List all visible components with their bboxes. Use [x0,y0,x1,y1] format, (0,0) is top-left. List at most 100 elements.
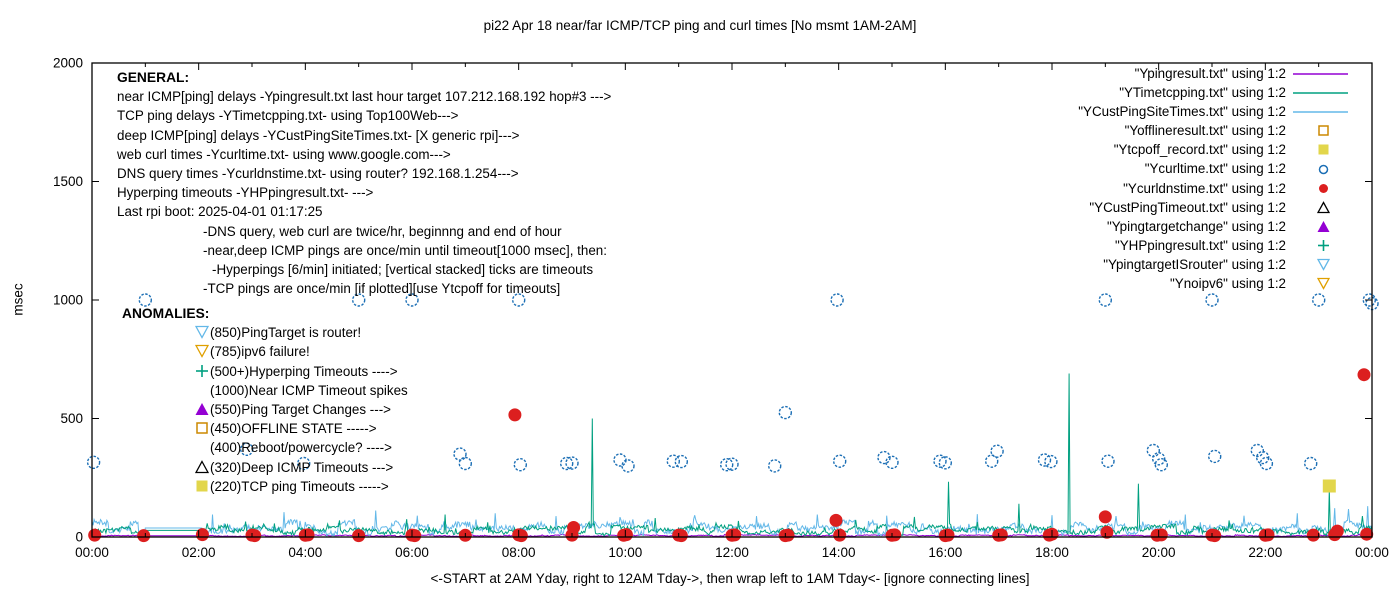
anomaly-row: (1000)Near ICMP Timeout spikes [195,381,408,400]
legend-row: "Ypingtargetchange" using 1:2 [1078,217,1354,236]
point-Ycurltime.txt [86,455,101,469]
legend-sample [1292,258,1354,271]
legend-label: "Ypingresult.txt" using 1:2 [1134,66,1286,81]
y-tick-label: 0 [75,530,83,545]
point-Ycurltime.txt [1205,293,1219,307]
x-tick-label: 12:00 [715,545,749,560]
tri-up-open-icon [194,459,210,473]
x-tick-label: 14:00 [822,545,856,560]
anomaly-text: (450)OFFLINE STATE -----> [210,421,377,437]
point-Ycurldnstime.txt [137,529,151,543]
series-points-Ytcpoff_record.txt [1322,479,1336,493]
legend-label: "Yofflineresult.txt" using 1:2 [1124,123,1286,139]
y-tick-label: 500 [60,411,83,426]
point-Ycurltime.txt [297,456,311,471]
anomaly-row: (220)TCP ping Timeouts -----> [195,477,408,496]
legend-sample [1292,277,1354,290]
point-Ycurldnstime.txt [674,529,688,543]
x-tick-label: 08:00 [502,545,536,560]
anomaly-row: (500+)Hyperping Timeouts ----> [195,362,408,381]
general-line: DNS query times -Ycurldnstime.txt- using… [117,166,519,182]
anomaly-row: (320)Deep ICMP Timeouts ---> [194,458,408,477]
legend-label: "YpingtargetISrouter" using 1:2 [1103,256,1286,272]
point-Ycurldnstime.txt [508,408,522,422]
point-Ycurltime.txt [1044,454,1058,469]
series-line-YCustPingSiteTimes.txt [92,506,1372,537]
point-Ycurldnstime.txt [619,528,633,542]
tri-down-open-icon [1316,258,1330,271]
point-Ycurltime.txt [1101,454,1115,468]
point-Ycurltime.txt [1154,458,1169,472]
point-Ycurldnstime.txt [1357,368,1371,382]
point-Ycurltime.txt [1303,456,1318,471]
point-Ycurldnstime.txt [248,529,262,543]
point-Ycurltime.txt [1037,453,1052,467]
square-filled-icon [1318,144,1328,155]
point-Ycurltime.txt [778,405,792,420]
point-Ycurldnstime.txt [1154,528,1168,542]
general-block: GENERAL: near ICMP[ping] delays -Ypingre… [117,68,611,298]
plus-icon [1317,239,1329,251]
circle-open-icon [1318,164,1328,174]
point-Ycurldnstime.txt [728,528,742,542]
point-Ycurltime.txt [513,458,527,472]
x-tick-label: 16:00 [928,545,962,560]
point-Ycurltime.txt [877,450,891,465]
point-Ycurltime.txt [621,459,635,473]
point-Ycurltime.txt [565,456,579,470]
anomaly-text: (400)Reboot/powercycle? ----> [210,440,392,456]
anomalies-block: ANOMALIES: (850)PingTarget is router! (78… [122,304,408,496]
legend-label: "YCustPingSiteTimes.txt" using 1:2 [1078,104,1286,120]
x-tick-label: 18:00 [1035,545,1069,560]
anomaly-text: (550)Ping Target Changes ---> [210,401,391,417]
point-Ycurldnstime.txt [888,528,902,542]
anomaly-text: (785)ipv6 failure! [210,344,310,360]
tri-up-open-icon [1316,200,1330,213]
legend-row: "YCustPingSiteTimes.txt" using 1:2 [1078,102,1354,121]
point-Ycurldnstime.txt [514,529,528,543]
x-tick-label: 10:00 [608,545,642,560]
anomaly-row: (850)PingTarget is router! [194,323,408,342]
point-Ytcpoff_record.txt [1322,479,1336,493]
point-Ycurltime.txt [985,454,999,468]
legend-sample [1292,239,1354,252]
point-Ycurldnstime.txt [781,528,795,542]
point-Ycurltime.txt [560,456,574,471]
line-icon [1293,72,1348,75]
point-Ycurldnstime.txt [941,528,955,542]
series-points-Ycurldnstime.txt [88,368,1374,543]
x-tick-label: 22:00 [1248,545,1282,560]
point-Ycurltime.txt [1098,293,1113,307]
point-Ycurltime.txt [830,293,844,307]
legend-sample [1292,200,1354,214]
legend-row: "YHPpingresult.txt" using 1:2 [1078,236,1354,255]
legend-sample [1292,182,1354,195]
general-line: web curl times -Ycurltime.txt- using www… [117,146,451,162]
point-Ycurltime.txt [725,457,739,471]
square-open-icon [1317,125,1329,137]
legend-sample [1292,143,1354,156]
line-icon [1293,91,1348,94]
anomaly-text: (220)TCP ping Timeouts -----> [210,478,389,494]
legend-label: "Ycurltime.txt" using 1:2 [1144,161,1286,177]
x-tick-label: 02:00 [182,545,216,560]
plus-icon [196,364,208,377]
point-Ycurltime.txt [938,456,952,470]
legend-label: "YHPpingresult.txt" using 1:2 [1114,237,1286,253]
legend-sample [1292,220,1354,233]
circle-filled-icon [1318,183,1328,193]
y-tick-label: 2000 [53,56,83,71]
anomaly-text: (500+)Hyperping Timeouts ----> [210,363,398,379]
point-Ycurltime.txt [720,458,734,472]
general-line: -TCP pings are once/min [if plotted][use… [203,281,561,297]
line-icon [1293,110,1348,113]
point-Ycurltime.txt [1311,293,1326,307]
legend-label: "Ytcpoff_record.txt" using 1:2 [1113,142,1286,158]
tri-up-filled-icon [195,402,209,415]
y-tick-label: 1500 [53,174,83,189]
legend-sample [1292,124,1354,137]
general-line: near ICMP[ping] delays -Ypingresult.txt … [117,89,612,105]
legend-row: "YpingtargetISrouter" using 1:2 [1078,255,1354,274]
point-Ycurltime.txt [1362,293,1377,307]
